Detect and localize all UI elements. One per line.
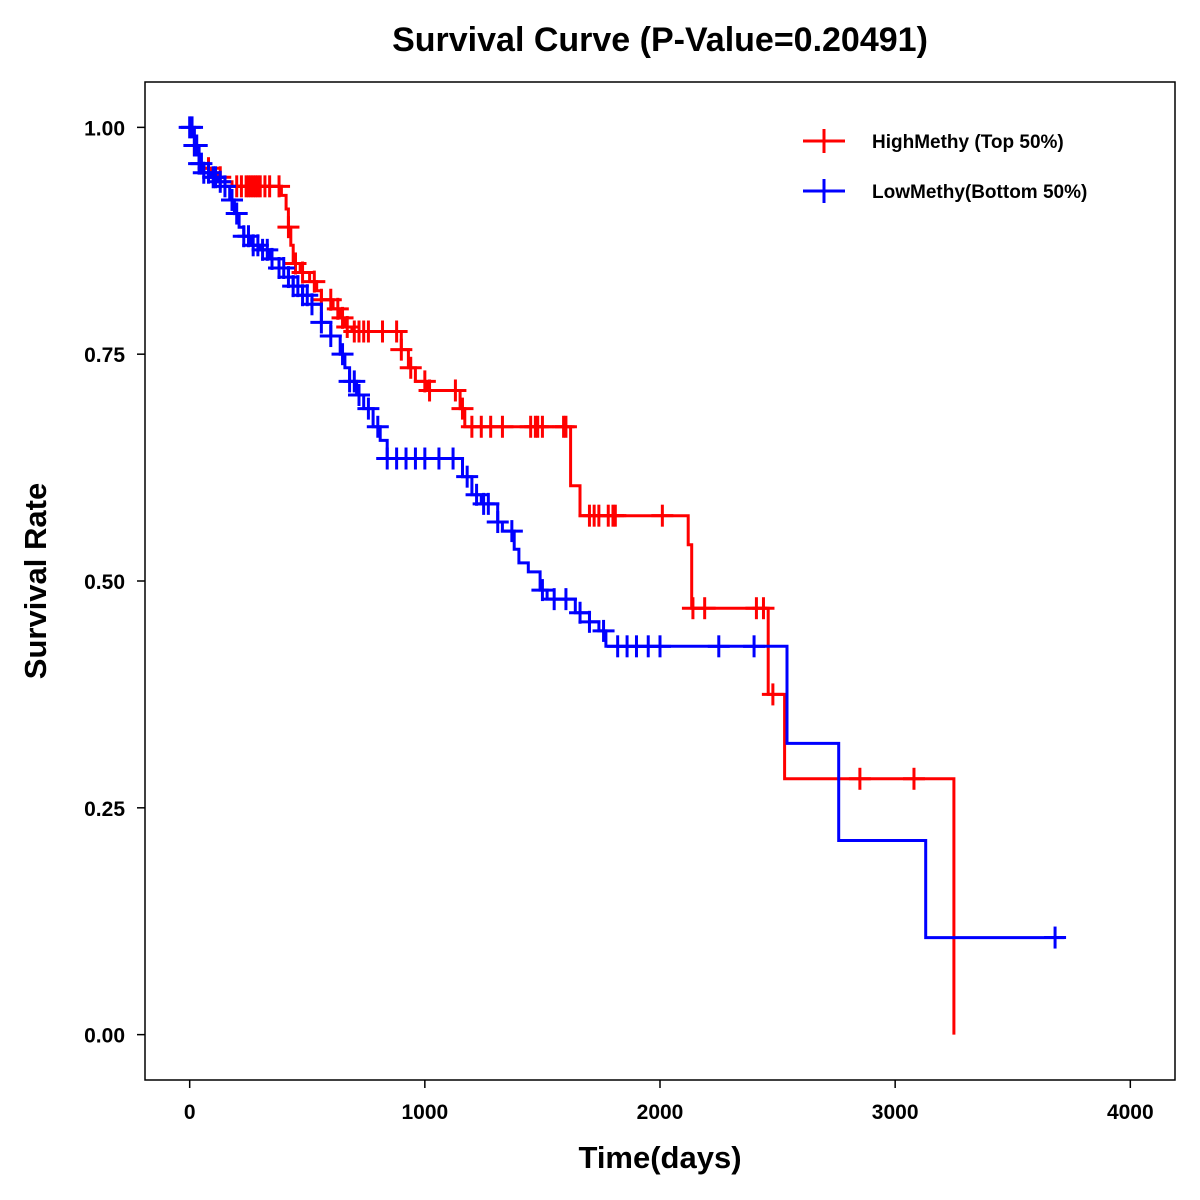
series-layer bbox=[178, 116, 1067, 1035]
censor-mark bbox=[1044, 926, 1067, 949]
censor-mark bbox=[531, 579, 554, 602]
survival-step-line bbox=[189, 125, 1065, 940]
censor-mark bbox=[451, 397, 474, 420]
x-tick-label: 3000 bbox=[872, 1101, 919, 1124]
y-axis-label: Survival Rate bbox=[18, 483, 53, 679]
censor-mark bbox=[326, 297, 349, 320]
censor-mark bbox=[366, 415, 389, 438]
censor-mark bbox=[477, 492, 500, 515]
censor-mark bbox=[347, 384, 370, 407]
censor-mark bbox=[569, 601, 592, 624]
censor-mark bbox=[707, 635, 730, 658]
legend-item: LowMethy(Bottom 50%) bbox=[803, 179, 1087, 203]
censor-mark bbox=[743, 635, 766, 658]
censor-mark bbox=[902, 767, 925, 790]
legend-label: LowMethy(Bottom 50%) bbox=[872, 182, 1087, 203]
censor-mark bbox=[444, 379, 467, 402]
legend-key bbox=[803, 179, 845, 203]
censor-mark bbox=[456, 465, 479, 488]
censor-mark bbox=[604, 504, 627, 527]
y-tick-label: 0.00 bbox=[84, 1025, 125, 1048]
legend-item: HighMethy (Top 50%) bbox=[803, 129, 1064, 153]
censor-mark bbox=[385, 320, 408, 343]
censor-mark bbox=[491, 415, 514, 438]
censor-mark bbox=[286, 275, 309, 298]
x-tick-label: 0 bbox=[184, 1101, 196, 1124]
censor-mark bbox=[300, 293, 323, 316]
censor-mark bbox=[413, 370, 436, 393]
x-tick-label: 2000 bbox=[637, 1101, 684, 1124]
x-axis-label: Time(days) bbox=[578, 1140, 741, 1175]
censor-mark bbox=[209, 170, 232, 193]
censor-mark bbox=[761, 683, 784, 706]
censor-mark bbox=[500, 520, 523, 543]
y-tick-label: 0.25 bbox=[84, 798, 125, 821]
survival-step-line bbox=[189, 144, 956, 1035]
censor-mark bbox=[213, 175, 236, 198]
censor-mark bbox=[319, 325, 342, 348]
censor-mark bbox=[390, 338, 413, 361]
censor-mark bbox=[225, 202, 248, 225]
series-high-methy bbox=[189, 144, 956, 1035]
y-tick-label: 0.50 bbox=[84, 571, 125, 594]
censor-mark bbox=[418, 379, 441, 402]
y-tick-label: 1.00 bbox=[84, 117, 125, 140]
censor-mark bbox=[204, 166, 227, 189]
censor-mark bbox=[331, 343, 354, 366]
censor-mark bbox=[531, 415, 554, 438]
censor-mark bbox=[752, 597, 775, 620]
plot-frame bbox=[144, 81, 1176, 1081]
x-axis: 0 1000 2000 3000 4000 bbox=[184, 1080, 1154, 1124]
censor-mark bbox=[256, 238, 279, 261]
x-tick-label: 4000 bbox=[1107, 1101, 1154, 1124]
series-low-methy bbox=[178, 116, 1067, 949]
chart-title: Survival Curve (P-Value=0.20491) bbox=[392, 21, 928, 59]
censor-mark bbox=[237, 225, 260, 248]
legend-label: HighMethy (Top 50%) bbox=[872, 132, 1064, 153]
censor-mark bbox=[486, 511, 509, 534]
y-tick-label: 0.75 bbox=[84, 344, 125, 367]
censor-mark bbox=[181, 116, 204, 139]
censor-mark bbox=[649, 635, 671, 658]
censor-mark bbox=[357, 397, 380, 420]
legend: HighMethy (Top 50%) LowMethy(Bottom 50%) bbox=[803, 129, 1087, 203]
censor-mark bbox=[310, 311, 333, 334]
censor-mark bbox=[277, 216, 300, 239]
censor-mark bbox=[592, 619, 615, 642]
censor-mark bbox=[554, 588, 577, 611]
censor-mark bbox=[578, 610, 601, 633]
censor-mark bbox=[554, 415, 577, 438]
y-axis: 0.00 0.25 0.50 0.75 1.00 bbox=[84, 117, 145, 1048]
censor-mark bbox=[277, 266, 300, 289]
censor-mark bbox=[399, 356, 422, 379]
censor-mark bbox=[246, 234, 269, 257]
censor-mark bbox=[651, 504, 674, 527]
legend-key bbox=[803, 129, 845, 153]
censor-mark bbox=[331, 306, 354, 329]
censor-mark bbox=[272, 256, 295, 279]
censor-mark bbox=[221, 188, 244, 211]
censor-mark bbox=[442, 447, 465, 470]
x-tick-label: 1000 bbox=[401, 1101, 448, 1124]
censor-mark bbox=[291, 261, 314, 284]
censor-mark bbox=[693, 597, 716, 620]
censor-mark bbox=[303, 270, 326, 293]
censor-mark bbox=[848, 767, 871, 790]
censor-mark bbox=[296, 284, 319, 307]
censor-mark bbox=[343, 370, 366, 393]
censor-mark bbox=[268, 175, 291, 198]
censor-mark bbox=[185, 134, 208, 157]
